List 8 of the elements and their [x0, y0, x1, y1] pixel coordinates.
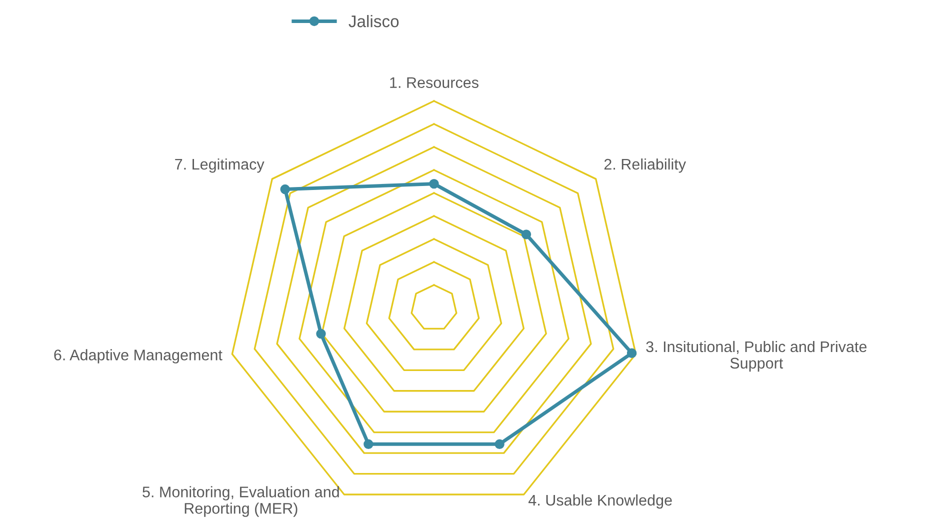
spoke-label: 2. Reliability [604, 158, 686, 173]
spoke-label: 3. Insitutional, Public and Private Support [646, 340, 867, 372]
spoke-label: 5. Monitoring, Evaluation and Reporting (MER) [142, 486, 339, 517]
legend-label: Jalisco [348, 15, 399, 28]
spoke-label: 7. Legitimacy [175, 158, 264, 173]
spoke-label: 1. Resources [390, 77, 478, 88]
spoke-label: 4. Usable Knowledge [528, 494, 672, 509]
spoke-label: 6. Adaptive Management [54, 349, 222, 364]
